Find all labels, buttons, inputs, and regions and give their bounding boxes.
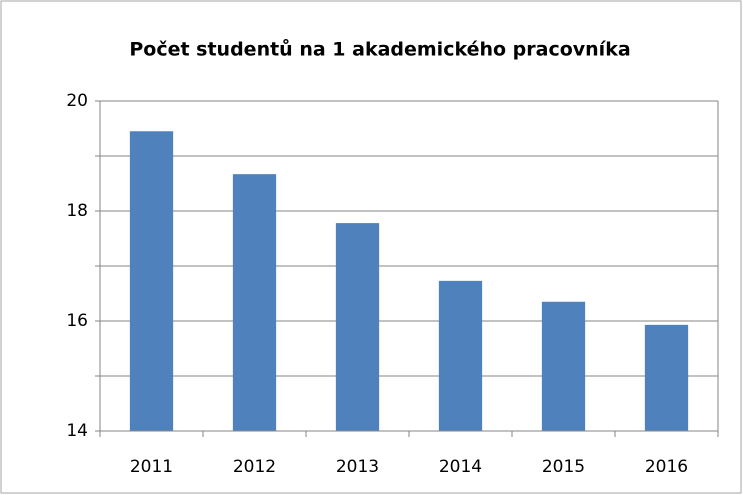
bar bbox=[541, 301, 586, 431]
x-tick-label: 2014 bbox=[439, 457, 482, 477]
bar bbox=[232, 174, 277, 431]
bar bbox=[438, 280, 483, 431]
x-tick-label: 2015 bbox=[542, 457, 585, 477]
x-tick-label: 2012 bbox=[233, 457, 276, 477]
y-tick-label: 16 bbox=[66, 311, 88, 331]
y-tick-label: 18 bbox=[66, 201, 88, 221]
x-tick-label: 2011 bbox=[130, 457, 173, 477]
bar bbox=[644, 324, 689, 431]
x-tick-label: 2016 bbox=[645, 457, 688, 477]
y-tick-label: 20 bbox=[66, 91, 88, 111]
y-tick-label: 14 bbox=[66, 421, 88, 441]
chart-title: Počet studentů na 1 akademického pracovn… bbox=[129, 38, 630, 61]
x-tick-label: 2013 bbox=[336, 457, 379, 477]
bar bbox=[335, 223, 380, 431]
bar bbox=[129, 131, 174, 431]
